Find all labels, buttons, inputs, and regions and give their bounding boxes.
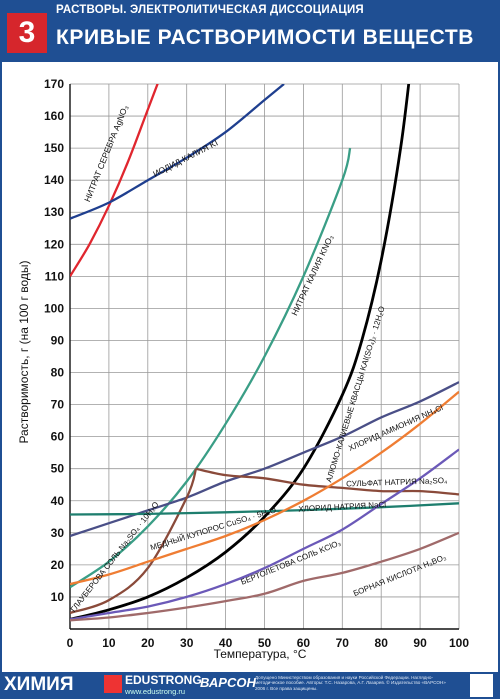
y-tick-label: 20 xyxy=(51,558,65,572)
axes: 0 10 20 30 40 50 60 70 80 90 100 10 20 30 40 50 60 70 80 90… xyxy=(44,77,469,650)
subject-label: ХИМИЯ xyxy=(4,674,74,695)
brand-url: www.edustrong.ru xyxy=(125,687,186,696)
brand-name: EDUSTRONG xyxy=(125,673,202,687)
y-tick-label: 170 xyxy=(44,77,64,91)
x-axis-label: Температура, °С xyxy=(214,647,307,661)
y-tick-label: 120 xyxy=(44,237,64,251)
y-tick-label: 50 xyxy=(51,462,65,476)
x-tick-label: 100 xyxy=(449,636,469,650)
x-tick-label: 10 xyxy=(102,636,116,650)
x-tick-label: 90 xyxy=(413,636,427,650)
fine-print: Допущено Министерством образования и нау… xyxy=(255,675,446,691)
series-line xyxy=(70,502,459,516)
series-line xyxy=(70,84,159,277)
y-tick-label: 60 xyxy=(51,430,65,444)
y-tick-label: 80 xyxy=(51,366,65,380)
x-tick-label: 20 xyxy=(141,636,155,650)
series-line xyxy=(70,467,459,615)
y-tick-label: 70 xyxy=(51,398,65,412)
y-tick-label: 100 xyxy=(44,301,64,315)
topic-title: РАСТВОРЫ. ЭЛЕКТРОЛИТИЧЕСКАЯ ДИССОЦИАЦИЯ xyxy=(56,4,364,16)
page-title: КРИВЫЕ РАСТВОРИМОСТИ ВЕЩЕСТВ xyxy=(56,26,475,49)
y-axis-label: Растворимость, г (на 100 г воды) xyxy=(17,260,31,443)
series-group xyxy=(70,84,459,622)
y-tick-label: 40 xyxy=(51,494,65,508)
barcode-icon xyxy=(470,674,493,697)
series-line xyxy=(70,147,352,589)
x-tick-label: 70 xyxy=(336,636,350,650)
x-tick-label: 60 xyxy=(297,636,311,650)
x-tick-label: 0 xyxy=(67,636,74,650)
y-tick-label: 130 xyxy=(44,205,64,219)
topic-number-badge: 3 xyxy=(7,13,47,53)
y-tick-label: 140 xyxy=(44,173,64,187)
solubility-chart: 0 10 20 30 40 50 60 70 80 90 100 10 20 30 40 50 60 70 80 90… xyxy=(17,77,469,661)
curve-label: СУЛЬФАТ НАТРИЯ Na₂SO₄ xyxy=(346,476,447,489)
series-line xyxy=(70,448,459,621)
x-tick-label: 30 xyxy=(180,636,194,650)
y-tick-label: 10 xyxy=(51,590,65,604)
x-tick-label: 50 xyxy=(258,636,272,650)
y-tick-label: 30 xyxy=(51,526,65,540)
brand-logo-icon xyxy=(104,675,122,693)
series-line xyxy=(70,531,459,622)
series-line xyxy=(70,84,285,220)
y-tick-label: 110 xyxy=(45,269,65,283)
footer: ХИМИЯ EDUSTRONG www.edustrong.ru ВАРСОН … xyxy=(0,672,500,699)
y-tick-label: 90 xyxy=(51,333,65,347)
y-tick-label: 150 xyxy=(44,141,64,155)
publisher-logo: ВАРСОН xyxy=(200,675,256,690)
x-tick-label: 80 xyxy=(375,636,389,650)
chart-panel: 0 10 20 30 40 50 60 70 80 90 100 10 20 30 40 50 60 70 80 90… xyxy=(2,62,498,672)
x-tick-label: 40 xyxy=(219,636,233,650)
y-tick-label: 160 xyxy=(44,109,64,123)
series-line xyxy=(70,390,459,586)
series-line xyxy=(70,84,411,621)
header: 3 РАСТВОРЫ. ЭЛЕКТРОЛИТИЧЕСКАЯ ДИССОЦИАЦИ… xyxy=(0,0,500,60)
